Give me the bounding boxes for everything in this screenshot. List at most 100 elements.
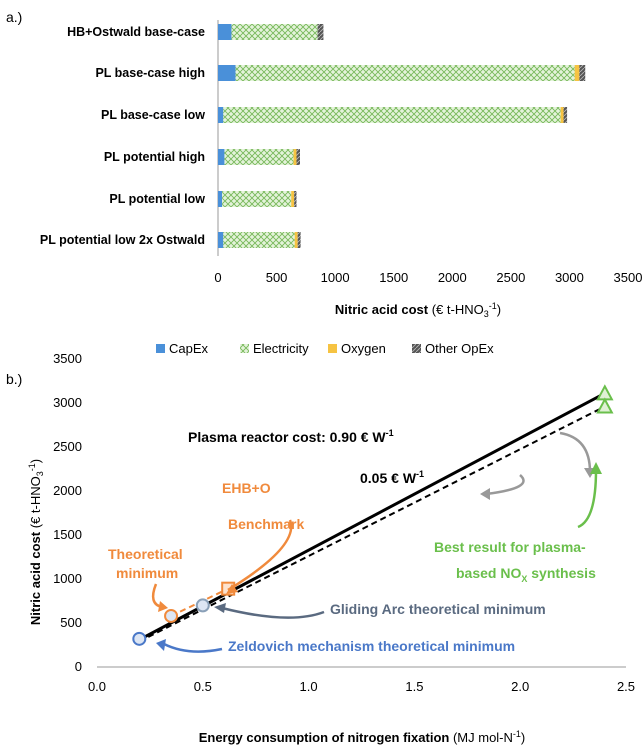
- y-tick-label: 3000: [53, 395, 82, 410]
- y-tick-label: 3500: [53, 351, 82, 366]
- x-tick-label: 2.0: [511, 679, 529, 694]
- bar-capex: [218, 232, 224, 248]
- x-tick-label: 1500: [379, 270, 408, 285]
- bar-other-opex: [579, 65, 586, 81]
- x-tick-label: 0: [214, 270, 221, 285]
- series-line: [138, 405, 606, 643]
- x-tick-label: 2500: [496, 270, 525, 285]
- theoretical-label-1: Theoretical: [108, 546, 183, 562]
- bar-capex: [218, 191, 223, 207]
- x-tick-label: 1.5: [405, 679, 423, 694]
- panel-b: b.) 0 500 1000 1500 2000 2500 3000 3500 0.0 0.5 1.…: [6, 351, 635, 745]
- arrow-benchmark: [227, 519, 293, 592]
- x-tick-label: 2.5: [617, 679, 635, 694]
- ehb-label: EHB+O: [222, 480, 271, 496]
- legend-label: Oxygen: [341, 341, 386, 356]
- bar-capex: [218, 107, 224, 123]
- arrow-best: [577, 469, 598, 529]
- data-point: [195, 598, 210, 613]
- legend: CapEx Electricity Oxygen Other OpEx: [156, 341, 494, 356]
- legend-swatch: [412, 344, 421, 353]
- category-label: PL potential low 2x Ostwald: [40, 233, 205, 247]
- arrow-theoretical-head: [158, 601, 168, 612]
- arrow-zeldovich: [163, 642, 223, 653]
- y-tick-label: 0: [75, 659, 82, 674]
- zeldovich-label: Zeldovich mechanism theoretical minimum: [228, 638, 515, 654]
- bar-oxygen: [294, 232, 298, 248]
- arrow-reactor-high: [559, 431, 592, 473]
- data-point: [596, 397, 614, 414]
- panel-b-x-axis-label: Energy consumption of nitrogen fixation …: [199, 729, 526, 745]
- x-tick-label: 2000: [438, 270, 467, 285]
- arrow-reactor-low: [485, 474, 525, 496]
- data-point: [164, 608, 179, 623]
- reactor-cost-label: Plasma reactor cost: 0.90 € W-1: [188, 428, 394, 445]
- y-tick-label: 2000: [53, 483, 82, 498]
- arrow-gliding: [221, 606, 325, 619]
- bar-oxygen: [293, 149, 297, 165]
- arrow-gliding-head: [214, 603, 226, 613]
- x-tick-label: 500: [266, 270, 288, 285]
- bar-electricity: [223, 232, 295, 248]
- best-result-label-1: Best result for plasma-: [434, 539, 586, 555]
- bar-capex: [218, 24, 232, 40]
- series-line: [138, 391, 606, 642]
- bar-other-opex: [296, 149, 300, 165]
- y-tick-label: 2500: [53, 439, 82, 454]
- category-label: PL potential low: [109, 192, 205, 206]
- category-label: PL base-case high: [95, 66, 205, 80]
- arrow-reactor-low-head: [480, 488, 490, 500]
- category-label: HB+Ostwald base-case: [67, 25, 205, 39]
- x-tick-label: 0.0: [88, 679, 106, 694]
- bar-electricity: [224, 149, 294, 165]
- x-tick-label: 1000: [321, 270, 350, 285]
- legend-swatch: [328, 344, 337, 353]
- panel-b-y-axis-label: Nitric acid cost (€ t-HNO3-1): [27, 459, 45, 625]
- best-result-label-2: based NOX synthesis: [456, 565, 596, 584]
- x-axis-title: Nitric acid cost: [335, 302, 429, 317]
- bar-oxygen: [574, 65, 580, 81]
- panel-a: a.) HB+Ostwald base-case PL base-case hig…: [6, 9, 642, 356]
- arrow-zeldovich-head: [156, 639, 166, 651]
- x-tick-label: 1.0: [300, 679, 318, 694]
- bar-oxygen: [560, 107, 564, 123]
- x-axis-title-b: Energy consumption of nitrogen fixation: [199, 730, 450, 745]
- y-tick-label: 1000: [53, 571, 82, 586]
- bar-other-opex: [294, 191, 297, 207]
- bar-oxygen: [291, 191, 295, 207]
- bar-electricity: [231, 24, 318, 40]
- y-tick-label: 500: [60, 615, 82, 630]
- bar-other-opex: [317, 24, 324, 40]
- panel-b-label: b.): [6, 371, 22, 387]
- legend-swatch: [156, 344, 165, 353]
- category-label: PL base-case low: [101, 108, 205, 122]
- theoretical-label-2: minimum: [116, 565, 178, 581]
- bar-electricity: [222, 191, 292, 207]
- bar-capex: [218, 149, 225, 165]
- data-point: [596, 384, 614, 401]
- arrow-best-head: [590, 462, 602, 474]
- bar-electricity: [235, 65, 575, 81]
- bar-other-opex: [297, 232, 301, 248]
- bar-capex: [218, 65, 236, 81]
- category-label: PL potential high: [104, 150, 205, 164]
- arrow-benchmark-head: [226, 584, 238, 594]
- bar-electricity: [223, 107, 561, 123]
- legend-label: CapEx: [169, 341, 209, 356]
- panel-a-label: a.): [6, 9, 22, 25]
- benchmark-label: Benchmark: [228, 516, 304, 532]
- gliding-arc-label: Gliding Arc theoretical minimum: [330, 601, 546, 617]
- legend-label: Electricity: [253, 341, 309, 356]
- reactor-cost-low-label: 0.05 € W-1: [360, 469, 424, 486]
- bar-other-opex: [563, 107, 568, 123]
- legend-swatch: [240, 344, 249, 353]
- x-tick-label: 3500: [614, 270, 642, 285]
- x-tick-label: 0.5: [194, 679, 212, 694]
- annotations: Plasma reactor cost: 0.90 € W-1 0.05 € W…: [108, 428, 602, 654]
- y-tick-label: 1500: [53, 527, 82, 542]
- data-point: [132, 631, 147, 646]
- legend-label: Other OpEx: [425, 341, 494, 356]
- x-tick-label: 3000: [555, 270, 584, 285]
- panel-a-x-axis-label: Nitric acid cost (€ t-HNO3-1): [335, 301, 501, 319]
